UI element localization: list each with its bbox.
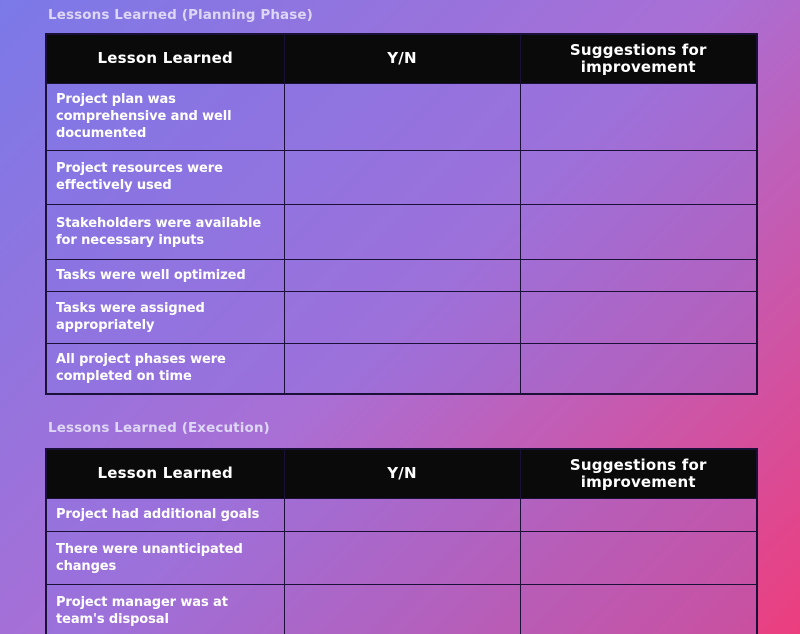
yn-cell (283, 82, 521, 151)
lesson-cell: Project plan was comprehensive and well … (45, 82, 285, 151)
execution-header-suggestions: Suggestions for improvement (519, 448, 758, 499)
table-row: Project manager was at team's disposal (45, 583, 758, 634)
suggestions-cell (519, 82, 758, 151)
table-row: Project resources were effectively used (45, 149, 758, 205)
lesson-cell: There were unanticipated changes (45, 530, 285, 585)
planning-section-title: Lessons Learned (Planning Phase) (48, 7, 313, 23)
table-row: Tasks were assigned appropriately (45, 290, 758, 344)
suggestions-cell (519, 583, 758, 634)
lesson-cell: Tasks were assigned appropriately (45, 290, 285, 344)
table-row: All project phases were completed on tim… (45, 342, 758, 395)
planning-header-suggestions: Suggestions for improvement (519, 33, 758, 84)
planning-table: Lesson Learned Y/N Suggestions for impro… (45, 33, 758, 395)
table-row: There were unanticipated changes (45, 530, 758, 585)
execution-section-title: Lessons Learned (Execution) (48, 420, 270, 436)
yn-cell (283, 497, 521, 532)
table-row: Stakeholders were available for necessar… (45, 203, 758, 260)
suggestions-cell (519, 203, 758, 260)
yn-cell (283, 203, 521, 260)
suggestions-cell (519, 497, 758, 532)
table-row: Project plan was comprehensive and well … (45, 82, 758, 151)
suggestions-cell (519, 149, 758, 205)
lesson-cell: Project had additional goals (45, 497, 285, 532)
yn-cell (283, 149, 521, 205)
yn-cell (283, 583, 521, 634)
execution-header-lesson-learned: Lesson Learned (45, 448, 285, 499)
table-row: Tasks were well optimized (45, 258, 758, 292)
execution-header-yn: Y/N (283, 448, 521, 499)
suggestions-cell (519, 342, 758, 395)
yn-cell (283, 530, 521, 585)
lesson-cell: Stakeholders were available for necessar… (45, 203, 285, 260)
lesson-cell: Project resources were effectively used (45, 149, 285, 205)
yn-cell (283, 258, 521, 292)
planning-header-lesson-learned: Lesson Learned (45, 33, 285, 84)
lesson-cell: Tasks were well optimized (45, 258, 285, 292)
suggestions-cell (519, 258, 758, 292)
execution-header-row: Lesson Learned Y/N Suggestions for impro… (45, 448, 758, 499)
lesson-cell: All project phases were completed on tim… (45, 342, 285, 395)
yn-cell (283, 290, 521, 344)
table-row: Project had additional goals (45, 497, 758, 532)
planning-header-row: Lesson Learned Y/N Suggestions for impro… (45, 33, 758, 84)
planning-header-yn: Y/N (283, 33, 521, 84)
suggestions-cell (519, 530, 758, 585)
execution-table: Lesson Learned Y/N Suggestions for impro… (45, 448, 758, 634)
lesson-cell: Project manager was at team's disposal (45, 583, 285, 634)
suggestions-cell (519, 290, 758, 344)
yn-cell (283, 342, 521, 395)
